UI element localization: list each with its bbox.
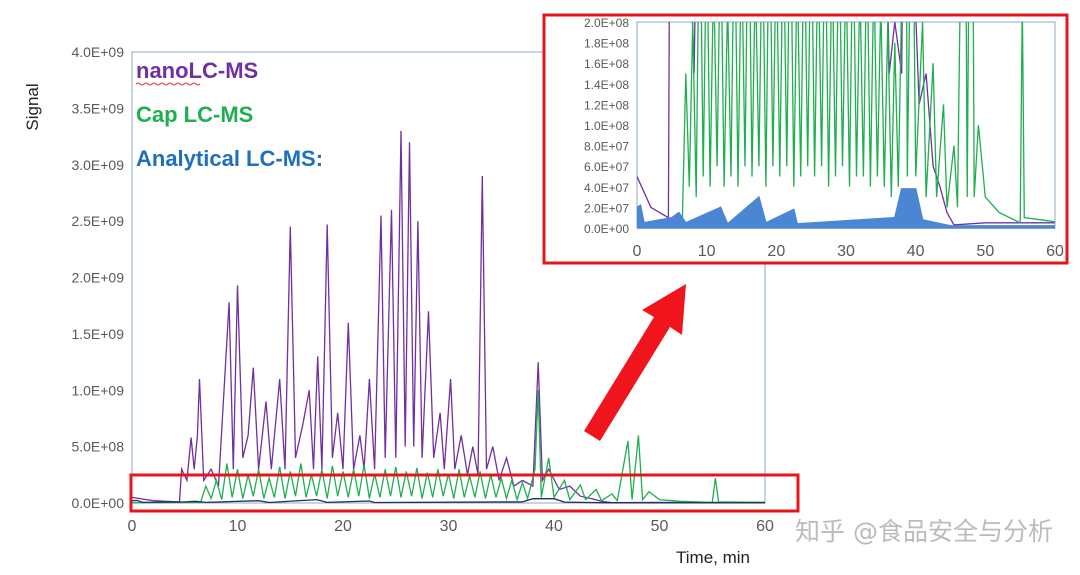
main-series-analytical (132, 498, 765, 504)
main-y-ticks: 0.0E+00 5.0E+08 1.0E+09 1.5E+09 2.0E+09 2.5E+… (71, 44, 124, 511)
main-y-tick-label: 4.0E+09 (71, 44, 124, 60)
main-series (132, 130, 766, 504)
main-y-tick-label: 0.0E+00 (71, 495, 124, 511)
y-axis-label: Signal (23, 83, 42, 130)
main-x-tick-label: 10 (229, 518, 247, 535)
inset-x-tick-label: 50 (976, 243, 994, 260)
watermark: 知乎 @食品安全与分析 (795, 517, 1053, 546)
main-x-tick-label: 40 (545, 518, 563, 535)
main-y-tick-label: 1.5E+09 (71, 326, 124, 342)
main-y-tick-label: 3.5E+09 (71, 100, 124, 116)
inset-y-tick-label: 0.0E+00 (584, 222, 629, 236)
legend-analytical: Analytical LC-MS: (136, 146, 323, 171)
main-y-tick-label: 2.5E+09 (71, 213, 124, 229)
inset-x-ticks: 0 10 20 30 40 50 60 (633, 243, 1064, 260)
main-x-tick-label: 60 (756, 518, 774, 535)
inset-frame (542, 13, 1069, 265)
legend-caplc: Cap LC-MS (136, 102, 253, 127)
x-axis-label: Time, min (676, 548, 750, 567)
main-y-tick-label: 1.0E+09 (71, 382, 124, 398)
main-y-tick-label: 2.0E+09 (71, 270, 124, 286)
spellcheck-underline (135, 82, 201, 86)
main-x-tick-label: 20 (334, 518, 352, 535)
main-x-tick-label: 30 (440, 518, 458, 535)
inset-series-analytical (637, 188, 1055, 229)
inset-x-tick-label: 40 (907, 243, 925, 260)
inset-y-tick-label: 1.0E+08 (584, 119, 629, 133)
inset-x-tick-label: 10 (698, 243, 716, 260)
inset-plot-area (636, 21, 1056, 229)
main-x-tick-label: 50 (651, 518, 669, 535)
inset-y-tick-label: 2.0E+08 (584, 16, 629, 30)
inset-y-tick-label: 1.8E+08 (584, 37, 629, 51)
inset-y-tick-label: 8.0E+07 (584, 140, 629, 154)
inset-y-tick-label: 1.6E+08 (584, 57, 629, 71)
main-y-tick-label: 5.0E+08 (71, 439, 124, 455)
main-y-tick-label: 3.0E+09 (71, 157, 124, 173)
inset-y-tick-label: 2.0E+07 (584, 201, 629, 215)
inset-y-ticks: 0.0E+00 2.0E+07 4.0E+07 6.0E+07 8.0E+07 1.0E+… (584, 16, 629, 236)
inset-y-tick-label: 4.0E+07 (584, 181, 629, 195)
main-x-ticks: 0 10 20 30 40 50 60 (128, 518, 774, 535)
red-arrow (584, 284, 686, 441)
inset-x-tick-label: 0 (633, 243, 642, 260)
inset-x-tick-label: 60 (1046, 243, 1064, 260)
legend-nanolc: nanoLC-MS (136, 58, 258, 83)
inset-x-tick-label: 30 (837, 243, 855, 260)
main-x-tick-label: 0 (128, 518, 137, 535)
inset-series (637, 22, 1055, 229)
highlight-box (129, 473, 800, 513)
inset-x-tick-label: 20 (767, 243, 785, 260)
inset-series-caplc (637, 22, 1055, 227)
inset-y-tick-label: 1.4E+08 (584, 78, 629, 92)
inset-y-tick-label: 1.2E+08 (584, 98, 629, 112)
inset-y-tick-label: 6.0E+07 (584, 160, 629, 174)
main-series-caplc (132, 390, 766, 504)
